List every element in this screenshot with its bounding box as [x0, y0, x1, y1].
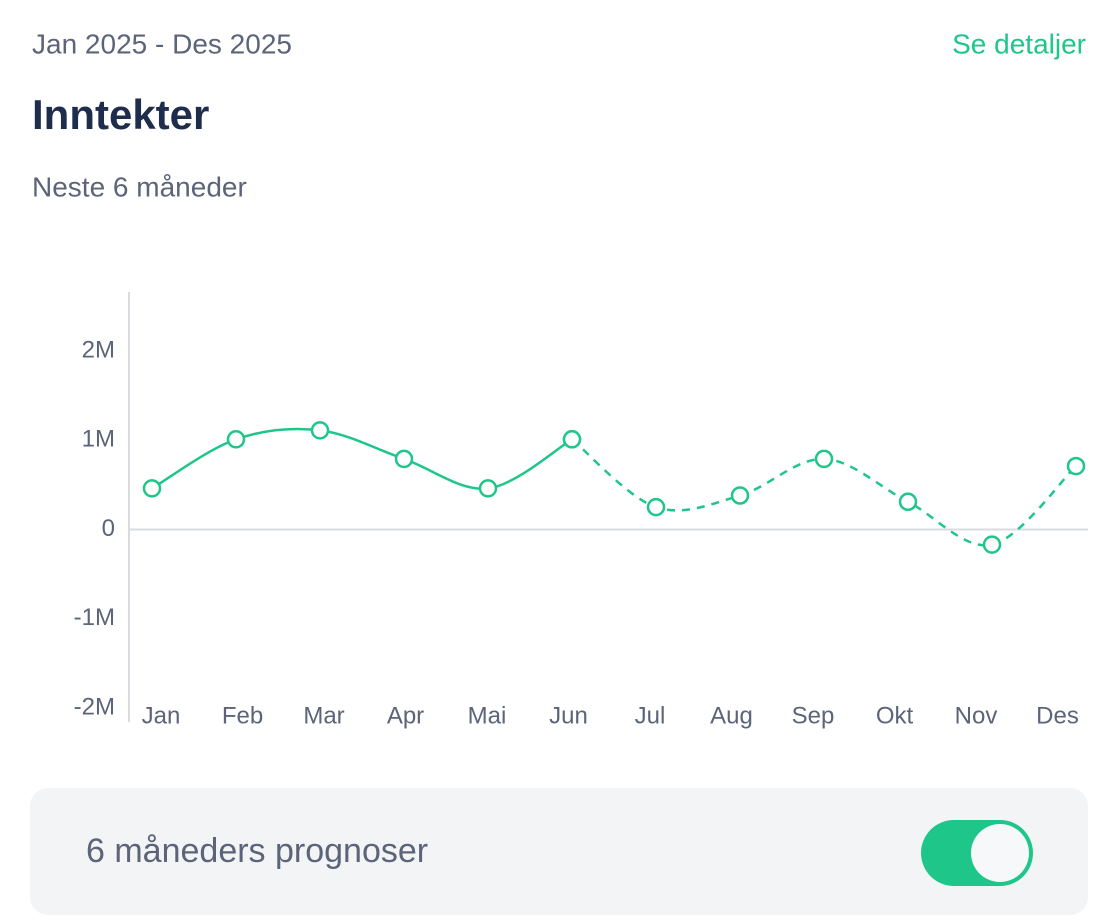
data-point: [730, 486, 750, 505]
data-point: [982, 535, 1002, 554]
date-range: Jan 2025 - Des 2025: [32, 28, 292, 59]
data-point: [646, 497, 666, 517]
x-tick-label: Mai: [468, 702, 507, 729]
toggle-label: 6 måneders prognoser: [86, 832, 428, 870]
data-point: [142, 479, 162, 498]
x-tick-label: Jun: [549, 702, 588, 729]
data-point: [310, 421, 330, 440]
x-tick-label: Okt: [876, 702, 914, 729]
toggle-card: [30, 788, 1088, 915]
line: [151, 427, 573, 490]
data-point: [1066, 456, 1086, 476]
x-tick-label: Aug: [710, 702, 753, 729]
y-tick-label: -1M: [74, 604, 115, 631]
y-tick-label: 0: [102, 515, 115, 542]
x-tick-label: Jul: [635, 702, 666, 729]
x-tick-label: Sep: [792, 702, 835, 729]
data-point: [562, 430, 582, 449]
x-tick-label: Des: [1036, 702, 1079, 729]
data-point: [478, 479, 498, 498]
chart-title: Inntekter: [32, 91, 209, 138]
data-point: [898, 492, 918, 512]
x-tick-label: Feb: [222, 702, 263, 729]
x-tick-label: Apr: [387, 702, 424, 729]
y-tick-label: 2M: [82, 336, 115, 363]
plot: -2M -1M 0 1M 2M Jan Feb Mar Apr Mai Jun Jul Aug Sep Ok…: [74, 336, 1088, 729]
data-point: [394, 449, 414, 469]
x-tick-label: Nov: [955, 702, 998, 729]
toggle-switch[interactable]: [921, 820, 1033, 886]
y-tick-label: 1M: [82, 426, 115, 453]
data-point: [226, 430, 246, 449]
details-link[interactable]: Se detaljer: [952, 28, 1086, 59]
x-tick-label: Mar: [303, 702, 344, 729]
y-tick-label: -2M: [74, 693, 115, 720]
x-tick-label: Jan: [142, 702, 181, 729]
data-point: [814, 449, 834, 469]
chart-subtitle: Neste 6 måneder: [32, 171, 247, 202]
toggle-knob: [971, 824, 1029, 882]
